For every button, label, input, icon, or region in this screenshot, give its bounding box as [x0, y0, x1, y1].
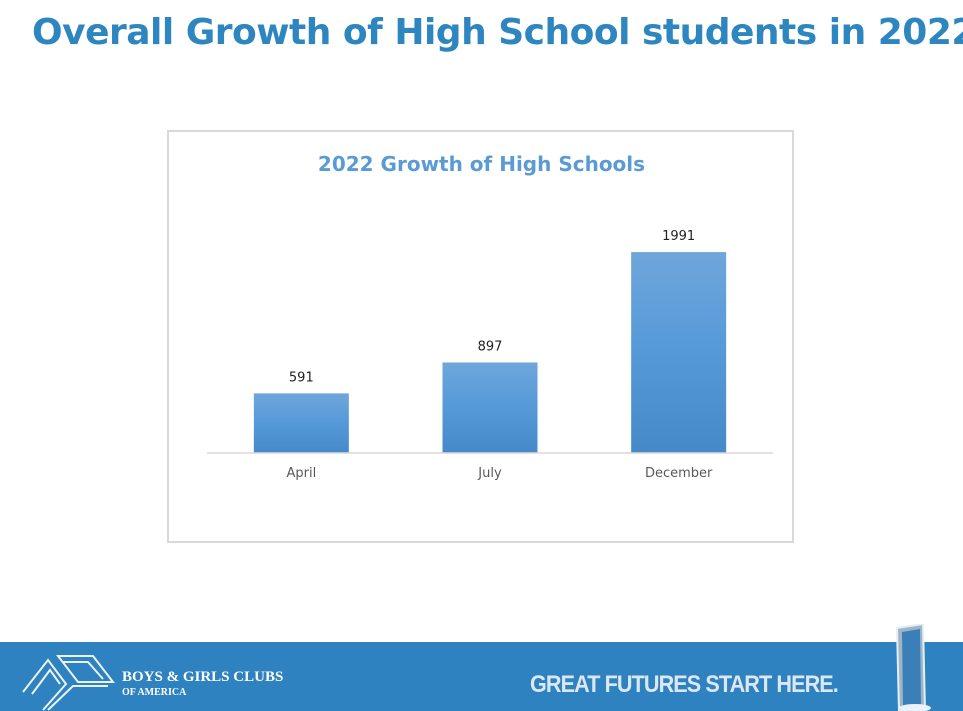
- data-label: 1991: [662, 229, 695, 244]
- slide-title: Overall Growth of High School students i…: [32, 12, 963, 53]
- chart-title: 2022 Growth of High Schools: [317, 152, 646, 176]
- chart-frame: [167, 130, 794, 543]
- bar-july: [442, 362, 538, 453]
- org-name: BOYS & GIRLS CLUBS: [122, 669, 284, 685]
- data-label: 591: [289, 370, 314, 385]
- x-tick-label: July: [477, 466, 502, 481]
- bar-chart: 591 April 897 July 1991 December: [207, 229, 773, 481]
- x-tick-label: April: [286, 466, 316, 481]
- bar-december: [631, 252, 727, 453]
- data-label: 897: [478, 339, 503, 354]
- org-subtitle: OF AMERICA: [122, 687, 187, 698]
- x-tick-label: December: [645, 466, 713, 481]
- footer-banner: [0, 642, 963, 711]
- bgca-logo-icon: [22, 655, 116, 711]
- door-icon: [895, 624, 931, 711]
- tagline: GREAT FUTURES START HERE.: [530, 671, 839, 698]
- bar-april: [253, 393, 349, 453]
